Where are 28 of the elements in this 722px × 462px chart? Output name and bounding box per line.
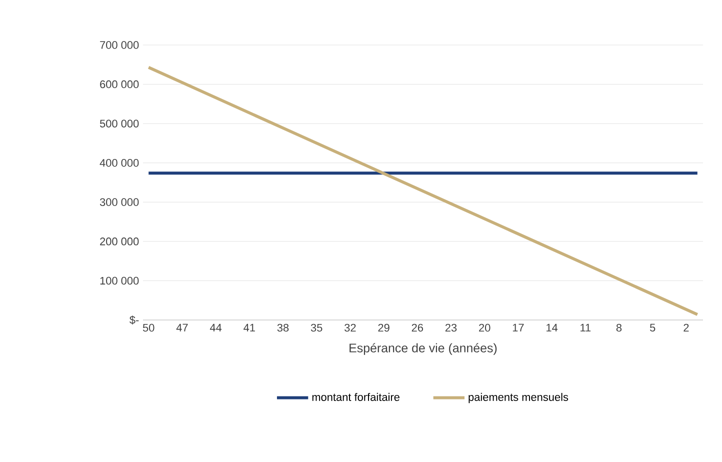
y-tick-label: 100 000: [100, 276, 139, 285]
y-tick-label: 500 000: [100, 120, 139, 128]
y-tick-label: 600 000: [100, 80, 139, 88]
x-tick-label: 5: [650, 324, 656, 332]
legend-label: paiements mensuels: [468, 392, 568, 404]
y-tick-label: 400 000: [100, 158, 139, 167]
x-tick-label: 23: [445, 324, 457, 332]
legend-label: montant forfaitaire: [312, 392, 400, 401]
x-tick-label: 26: [412, 324, 424, 332]
y-tick-label: $-: [130, 316, 139, 324]
x-tick-label: 32: [344, 324, 356, 332]
x-tick-label: 14: [546, 324, 558, 332]
x-tick-label: 35: [310, 324, 322, 332]
x-tick-label: 38: [277, 324, 289, 332]
x-tick-label: 44: [210, 324, 222, 332]
x-tick-label: 50: [142, 324, 154, 332]
y-tick-label: 300 000: [100, 198, 139, 206]
x-tick-label: 2: [684, 324, 689, 332]
y-tick-label: 200 000: [100, 238, 139, 246]
x-tick-label: 29: [378, 324, 390, 332]
x-axis-title: Espérance de vie (années): [350, 343, 497, 355]
y-tick-label: 700 000: [100, 41, 139, 49]
x-tick-label: 11: [580, 324, 591, 332]
x-tick-label: 8: [616, 324, 622, 332]
x-tick-label: 17: [512, 324, 524, 332]
x-tick-label: 47: [176, 324, 188, 332]
x-tick-label: 20: [479, 324, 490, 332]
x-tick-label: 41: [244, 324, 255, 332]
